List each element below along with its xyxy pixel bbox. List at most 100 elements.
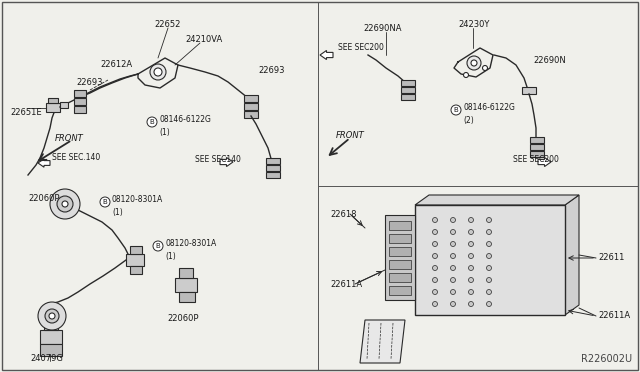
Circle shape [147,117,157,127]
Bar [389,221,411,230]
Circle shape [451,289,456,295]
Text: 08146-6122G: 08146-6122G [159,115,211,125]
Polygon shape [220,157,233,167]
Bar [401,94,415,100]
Text: 22693: 22693 [76,78,102,87]
Text: 24210VA: 24210VA [185,35,222,44]
Text: SEE SEC200: SEE SEC200 [338,43,384,52]
Circle shape [433,230,438,234]
Bar [74,90,86,97]
Text: (1): (1) [159,128,170,137]
Bar [44,324,58,330]
Circle shape [50,189,80,219]
Bar [74,98,86,105]
Bar [385,215,415,300]
Polygon shape [415,195,579,205]
Circle shape [100,197,110,207]
Circle shape [468,301,474,307]
Circle shape [451,301,456,307]
Text: 22690N: 22690N [533,56,566,65]
Bar [415,205,565,315]
Circle shape [468,218,474,222]
Circle shape [468,289,474,295]
Circle shape [467,56,481,70]
Bar [389,260,411,269]
Text: 22652: 22652 [155,20,181,29]
Bar [389,273,411,282]
Circle shape [468,253,474,259]
Bar [60,102,68,108]
Circle shape [451,253,456,259]
Circle shape [486,278,492,282]
Bar [244,103,258,110]
Circle shape [486,266,492,270]
Polygon shape [38,159,50,167]
Circle shape [154,68,162,76]
Circle shape [433,218,438,222]
Text: 24230Y: 24230Y [458,20,490,29]
Bar [74,106,86,113]
Circle shape [486,218,492,222]
Circle shape [486,241,492,247]
Circle shape [451,278,456,282]
Text: SEE SEC140: SEE SEC140 [195,155,241,164]
Bar [530,151,544,157]
Text: R226002U: R226002U [581,354,632,364]
Text: SEE SEC200: SEE SEC200 [513,155,559,164]
Circle shape [451,241,456,247]
Text: B: B [102,199,108,205]
Bar [46,103,60,112]
Circle shape [463,73,468,77]
Text: 22651E: 22651E [10,108,42,117]
Bar [40,330,62,344]
Circle shape [150,64,166,80]
Bar [179,268,193,278]
Circle shape [45,309,59,323]
Bar [130,246,142,254]
Bar [266,158,280,164]
Circle shape [433,301,438,307]
Circle shape [486,253,492,259]
Text: SEE SEC.140: SEE SEC.140 [52,153,100,162]
Bar [389,247,411,256]
Text: 08146-6122G: 08146-6122G [463,103,515,112]
Circle shape [433,253,438,259]
Text: B: B [150,119,154,125]
Bar [48,98,58,103]
Circle shape [483,65,488,71]
Bar [179,292,195,302]
Circle shape [433,289,438,295]
Circle shape [451,218,456,222]
Text: (1): (1) [112,208,123,217]
Circle shape [153,241,163,251]
Text: 22060P: 22060P [167,314,199,323]
Polygon shape [360,320,405,363]
Text: 22693: 22693 [258,66,285,75]
Bar [244,95,258,102]
Bar [389,234,411,243]
Bar [530,144,544,150]
Bar [266,172,280,178]
Text: FRONT: FRONT [336,131,365,140]
Circle shape [433,278,438,282]
Circle shape [486,230,492,234]
Text: B: B [454,107,458,113]
Bar [40,344,62,356]
Text: (1): (1) [165,252,176,261]
Polygon shape [320,51,333,60]
Text: (2): (2) [463,116,474,125]
Circle shape [468,266,474,270]
Circle shape [486,289,492,295]
Bar [266,165,280,171]
Circle shape [486,301,492,307]
Circle shape [468,241,474,247]
Circle shape [471,60,477,66]
Circle shape [38,302,66,330]
Bar [175,278,197,292]
Circle shape [433,266,438,270]
Circle shape [451,230,456,234]
Circle shape [433,241,438,247]
Bar [530,137,544,143]
Circle shape [468,230,474,234]
Text: 22060P: 22060P [28,194,60,203]
